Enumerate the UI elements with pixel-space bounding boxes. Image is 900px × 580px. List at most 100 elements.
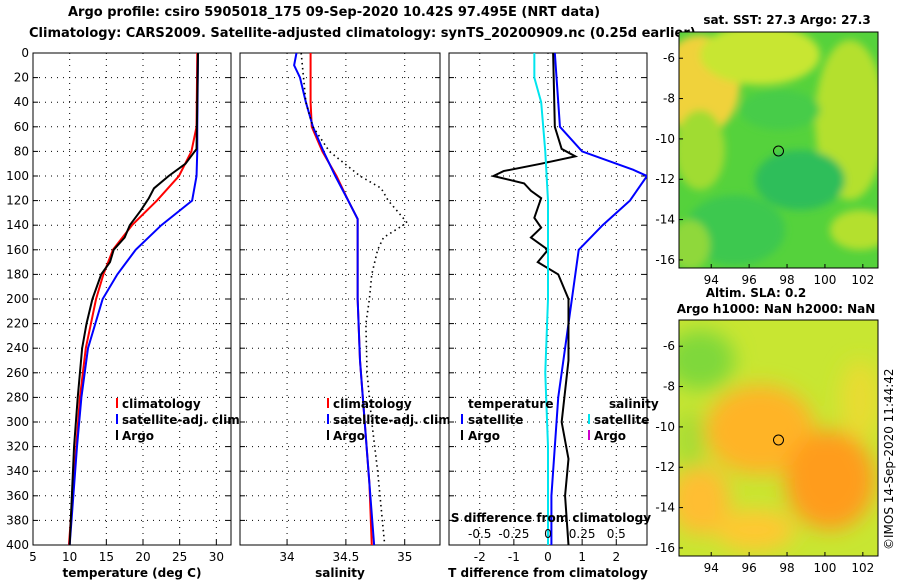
depth-tick-label: 380 xyxy=(6,513,29,527)
top-tick-label: -0.25 xyxy=(498,527,529,541)
top-tick-label: 0.25 xyxy=(569,527,596,541)
legend-label: Argo xyxy=(468,429,500,443)
x-tick-label: 35 xyxy=(397,550,412,564)
map-lat-label: -12 xyxy=(655,460,675,474)
map-lon-label: 98 xyxy=(779,561,794,575)
depth-tick-label: 260 xyxy=(6,366,29,380)
map-lon-label: 100 xyxy=(813,273,836,287)
series-s-satellite xyxy=(533,53,549,545)
depth-tick-label: 200 xyxy=(6,292,29,306)
depth-tick-label: 180 xyxy=(6,267,29,281)
legend-label: climatology xyxy=(333,397,412,411)
x-tick-label: 25 xyxy=(172,550,187,564)
argo-location-marker xyxy=(773,145,784,157)
map-lat-label: -8 xyxy=(663,380,675,394)
legend-title-temperature: temperature xyxy=(468,397,553,411)
depth-tick-label: 160 xyxy=(6,243,29,257)
plot-title-line1: Argo profile: csiro 5905018_175 09-Sep-2… xyxy=(68,5,601,20)
sst-map-title: sat. SST: 27.3 Argo: 27.3 xyxy=(703,13,870,27)
map-lon-label: 96 xyxy=(741,561,756,575)
depth-tick-label: 20 xyxy=(14,71,29,85)
x-tick-label: 10 xyxy=(62,550,77,564)
top-tick-label: -0.5 xyxy=(468,527,491,541)
map-lon-label: 102 xyxy=(851,561,874,575)
map-lon-label: 94 xyxy=(704,273,719,287)
x-tick-label: 15 xyxy=(99,550,114,564)
x-axis-label: salinity xyxy=(315,566,365,580)
depth-tick-label: 220 xyxy=(6,317,29,331)
depth-tick-label: 60 xyxy=(14,120,29,134)
top-axis-label: S difference from climatology xyxy=(451,511,651,525)
legend-label: satellite-adj. clim. xyxy=(122,413,244,427)
profile-panels: 0204060801001201401601802002202402602803… xyxy=(6,46,659,580)
sst-map: sat. SST: 27.3 Argo: 27.3 94 96 98 100 102 -6… xyxy=(655,13,879,287)
legend-title-salinity: salinity xyxy=(609,397,659,411)
map-lat-label: -12 xyxy=(655,172,675,186)
panel-difference-from-climatology: -2 -1 0 1 2 T difference from climatology temp… xyxy=(448,52,659,580)
x-tick-label: 5 xyxy=(29,550,37,564)
map-lon-label: 98 xyxy=(779,273,794,287)
plot-title-line2: Climatology: CARS2009. Satellite-adjuste… xyxy=(29,26,696,41)
legend-label: climatology xyxy=(122,397,201,411)
map-lat-label: -14 xyxy=(655,501,675,515)
map-lon-label: 102 xyxy=(851,273,874,287)
depth-tick-label: 280 xyxy=(6,390,29,404)
x-tick-label: 30 xyxy=(209,550,224,564)
legend-label: satellite xyxy=(594,413,649,427)
depth-tick-label: 360 xyxy=(6,489,29,503)
legend-label: Argo xyxy=(333,429,365,443)
depth-tick-label: 80 xyxy=(14,144,29,158)
series-argo xyxy=(68,53,199,545)
series-satellite-adj-clim- xyxy=(68,53,199,545)
map-lat-label: -16 xyxy=(655,541,675,555)
depth-tick-label: 240 xyxy=(6,341,29,355)
sla-map: Altim. SLA: 0.2 Argo h1000: NaN h2000: N… xyxy=(655,286,879,575)
series-argo xyxy=(300,53,409,545)
depth-tick-label: 100 xyxy=(6,169,29,183)
map-lat-label: -14 xyxy=(655,213,675,227)
legend-label: satellite-adj. clim. xyxy=(333,413,455,427)
x-tick-label: -1 xyxy=(508,550,520,564)
map-lat-label: -6 xyxy=(663,51,675,65)
depth-tick-label: 400 xyxy=(6,538,29,552)
plot-frame xyxy=(239,52,441,546)
map-lat-label: -10 xyxy=(655,420,675,434)
x-tick-label: 20 xyxy=(135,550,150,564)
legend-label: Argo xyxy=(122,429,154,443)
depth-tick-label: 320 xyxy=(6,440,29,454)
x-tick-label: -2 xyxy=(474,550,486,564)
series-satellite-adj-clim- xyxy=(293,53,376,545)
map-lat-label: -16 xyxy=(655,253,675,267)
depth-tick-label: 340 xyxy=(6,464,29,478)
depth-tick-label: 300 xyxy=(6,415,29,429)
depth-tick-label: 40 xyxy=(14,95,29,109)
x-tick-label: 34.5 xyxy=(333,550,360,564)
map-lon-label: 94 xyxy=(704,561,719,575)
panel-salinity: 34 34.5 35 salinity climatology satellite-adj… xyxy=(239,52,455,580)
map-lon-label: 96 xyxy=(741,273,756,287)
x-tick-label: 2 xyxy=(612,550,620,564)
series-t-satellite xyxy=(550,53,647,545)
x-axis-label: temperature (deg C) xyxy=(63,566,202,580)
map-lat-label: -10 xyxy=(655,132,675,146)
map-lat-label: -8 xyxy=(663,92,675,106)
x-tick-label: 34 xyxy=(279,550,294,564)
top-tick-label: 0 xyxy=(544,527,552,541)
x-tick-label: 1 xyxy=(578,550,586,564)
x-axis-label: T difference from climatology xyxy=(448,566,648,580)
depth-tick-label: 120 xyxy=(6,194,29,208)
depth-tick-label: 0 xyxy=(21,46,29,60)
sla-map-title-1: Altim. SLA: 0.2 xyxy=(706,286,807,300)
depth-tick-label: 140 xyxy=(6,218,29,232)
top-tick-label: 0.5 xyxy=(607,527,626,541)
series-t-argo xyxy=(490,53,579,545)
argo-location-marker-2 xyxy=(773,434,784,446)
map-lat-label: -6 xyxy=(663,339,675,353)
imos-credit: ©IMOS 14-Sep-2020 11:44:42 xyxy=(882,368,896,550)
map-lon-label: 100 xyxy=(813,561,836,575)
legend-label: Argo xyxy=(594,429,626,443)
x-tick-label: 0 xyxy=(544,550,552,564)
sla-map-title-2: Argo h1000: NaN h2000: NaN xyxy=(677,302,876,316)
panel-temperature: 0 20 40 60 80 100 120 140 160 180 200 220 240 260 280 3… xyxy=(6,46,244,580)
